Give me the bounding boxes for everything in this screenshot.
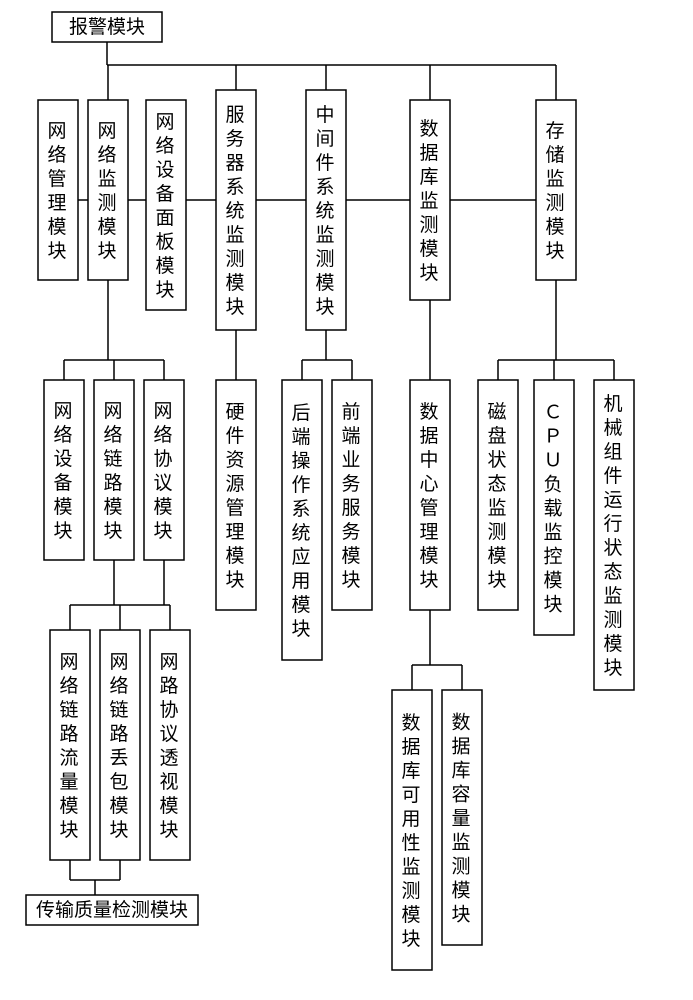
- row1-server-label: 服务器系统监测模块: [225, 105, 246, 318]
- row1-db-label: 数据库监测模块: [419, 118, 440, 284]
- alarm-module-label: 报警模块: [69, 16, 145, 38]
- row3-db_cap-label: 数据库容量监测模块: [451, 712, 472, 926]
- row1-middle-label: 中间件系统监测模块: [315, 104, 336, 318]
- row2-cpu-label: ＣＰＵ负载监控模块: [543, 403, 564, 616]
- transmission-quality-module-label: 传输质量检测模块: [36, 899, 188, 921]
